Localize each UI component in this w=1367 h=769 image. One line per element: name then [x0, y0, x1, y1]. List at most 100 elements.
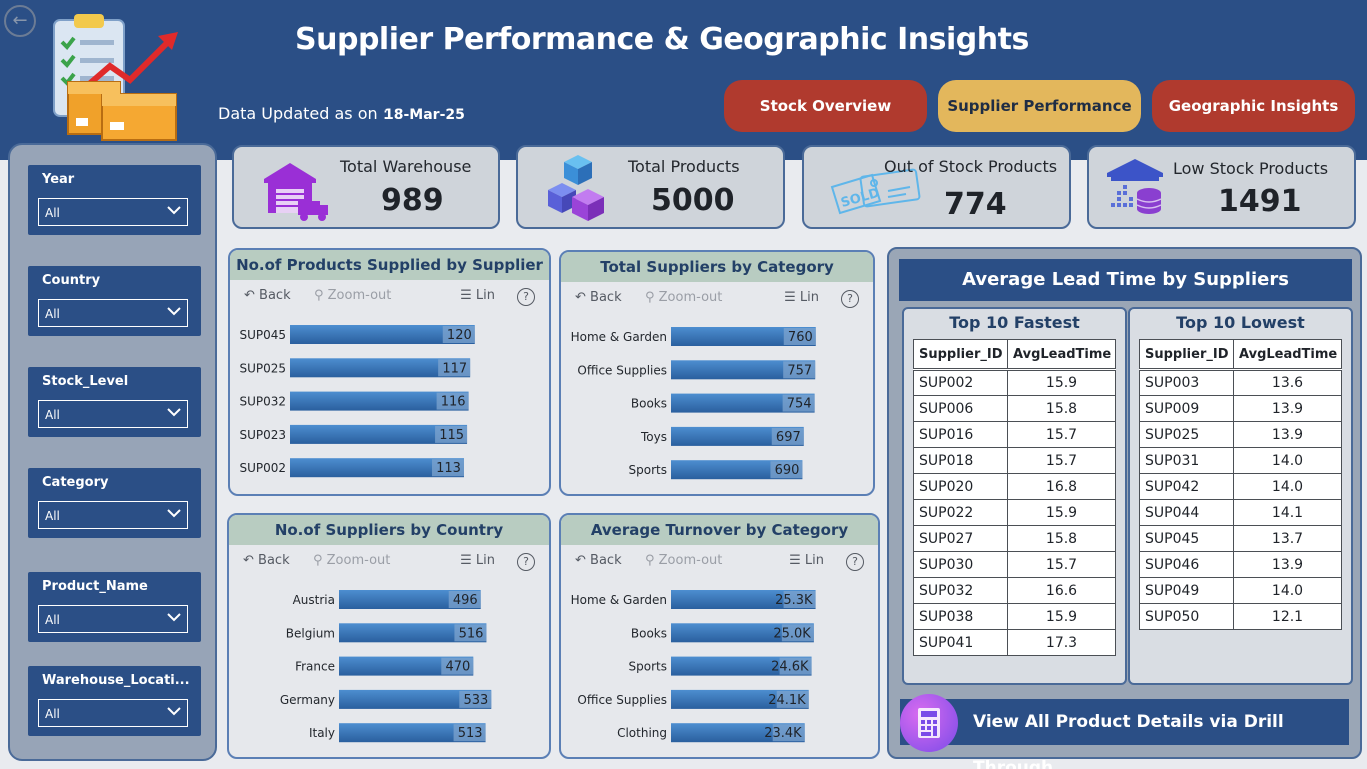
warehouse-location-dropdown[interactable]: All	[38, 699, 188, 727]
nav-supplier-performance-button[interactable]: Supplier Performance	[938, 80, 1141, 132]
bar[interactable]	[339, 590, 481, 609]
supplier-id-cell: SUP002	[913, 369, 1008, 396]
supplier-id-cell: SUP009	[1139, 395, 1234, 422]
table-row[interactable]: SUP022 15.9	[913, 499, 1116, 526]
zoom-out-label: Zoom-out	[327, 288, 392, 303]
bar[interactable]	[339, 689, 492, 709]
zoom-out-button[interactable]: ⚲ Zoom-out	[645, 553, 723, 568]
column-header[interactable]: AvgLeadTime	[1007, 339, 1116, 371]
bar[interactable]	[671, 460, 803, 480]
table-row[interactable]: SUP032 16.6	[913, 577, 1116, 604]
table-row[interactable]: SUP041 17.3	[913, 629, 1116, 656]
category-label: SUP002	[239, 461, 286, 475]
bar[interactable]	[671, 723, 805, 743]
year-dropdown[interactable]: All	[38, 198, 188, 226]
avg-lead-time-cell: 15.9	[1007, 499, 1116, 526]
table-row[interactable]: SUP025 13.9	[1139, 421, 1342, 448]
category-label: Office Supplies	[577, 363, 667, 377]
bar[interactable]	[671, 623, 814, 643]
table-row[interactable]: SUP042 14.0	[1139, 473, 1342, 500]
column-header[interactable]: AvgLeadTime	[1233, 339, 1342, 371]
slicer-category: Category All	[28, 468, 201, 538]
bar[interactable]	[671, 689, 809, 709]
chart-products-by-supplier: No.of Products Supplied by Supplier ↶ Ba…	[228, 248, 551, 496]
table-row[interactable]: SUP006 15.8	[913, 395, 1116, 422]
data-label: 24.1K	[768, 693, 806, 708]
bar[interactable]	[290, 424, 468, 444]
back-arrow-icon[interactable]: ←	[4, 5, 36, 37]
bar[interactable]	[290, 391, 469, 411]
data-label: 697	[776, 430, 801, 445]
zoom-out-button[interactable]: ⚲ Zoom-out	[645, 290, 723, 305]
drill-through-button[interactable]: View All Product Details via Drill Throu…	[900, 699, 1349, 769]
table-row[interactable]: SUP020 16.8	[913, 473, 1116, 500]
help-icon[interactable]: ?	[841, 290, 859, 308]
bar[interactable]	[671, 590, 816, 609]
table-row[interactable]: SUP003 13.6	[1139, 369, 1342, 396]
table-row[interactable]: SUP046 13.9	[1139, 551, 1342, 578]
help-icon[interactable]: ?	[517, 288, 535, 306]
data-label: 116	[441, 395, 466, 410]
table-row[interactable]: SUP038 15.9	[913, 603, 1116, 630]
data-label: 690	[775, 463, 800, 478]
table-row[interactable]: SUP016 15.7	[913, 421, 1116, 448]
table-row[interactable]: SUP027 15.8	[913, 525, 1116, 552]
page-title: Supplier Performance & Geographic Insigh…	[295, 22, 1029, 57]
boxes-icon	[548, 155, 604, 221]
table-row[interactable]: SUP018 15.7	[913, 447, 1116, 474]
bar[interactable]	[290, 458, 464, 478]
table-row[interactable]: SUP031 14.0	[1139, 447, 1342, 474]
supplier-id-cell: SUP041	[913, 629, 1008, 656]
table-row[interactable]: SUP009 13.9	[1139, 395, 1342, 422]
category-dropdown[interactable]: All	[38, 501, 188, 529]
chart-title: Average Turnover by Category	[561, 515, 878, 545]
column-header[interactable]: Supplier_ID	[1139, 339, 1234, 371]
stock-level-dropdown[interactable]: All	[38, 400, 188, 428]
category-label: Sports	[629, 463, 667, 477]
bar[interactable]	[290, 325, 475, 344]
bar[interactable]	[290, 358, 471, 378]
zoom-out-button[interactable]: ⚲ Zoom-out	[314, 288, 392, 303]
chart-toolbar: ↶ Back ⚲ Zoom-out ☰ Lin ?	[573, 290, 861, 312]
bar[interactable]	[339, 623, 487, 643]
bar[interactable]	[671, 360, 816, 380]
nav-geographic-insights-button[interactable]: Geographic Insights	[1152, 80, 1355, 132]
bar[interactable]	[671, 327, 816, 346]
zoom-out-button[interactable]: ⚲ Zoom-out	[313, 553, 391, 568]
linear-scale-button[interactable]: ☰ Lin	[460, 288, 495, 303]
column-header[interactable]: Supplier_ID	[913, 339, 1008, 371]
product-name-dropdown[interactable]: All	[38, 605, 188, 633]
table-row[interactable]: SUP030 15.7	[913, 551, 1116, 578]
back-button[interactable]: ↶ Back	[575, 553, 622, 568]
back-button[interactable]: ↶ Back	[243, 553, 290, 568]
chart-title: No.of Suppliers by Country	[229, 515, 549, 545]
low-stock-icon	[1107, 159, 1163, 214]
table-row[interactable]: SUP049 14.0	[1139, 577, 1342, 604]
kpi-label: Out of Stock Products	[884, 157, 1058, 176]
category-label: Home & Garden	[571, 593, 667, 607]
country-dropdown[interactable]: All	[38, 299, 188, 327]
back-button[interactable]: ↶ Back	[575, 290, 622, 305]
table-row[interactable]: SUP044 14.1	[1139, 499, 1342, 526]
help-icon[interactable]: ?	[846, 553, 864, 571]
bar[interactable]	[671, 426, 804, 446]
bar[interactable]	[671, 656, 812, 676]
table-row[interactable]: SUP050 12.1	[1139, 603, 1342, 630]
fastest-table-title: Top 10 Fastest	[949, 313, 1080, 332]
bar[interactable]	[671, 393, 815, 413]
linear-scale-button[interactable]: ☰ Lin	[789, 553, 824, 568]
linear-scale-button[interactable]: ☰ Lin	[784, 290, 819, 305]
linear-scale-button[interactable]: ☰ Lin	[460, 553, 495, 568]
help-icon[interactable]: ?	[517, 553, 535, 571]
avg-lead-time-cell: 15.9	[1007, 603, 1116, 630]
bar[interactable]	[339, 656, 474, 676]
table-row[interactable]: SUP002 15.9	[913, 369, 1116, 396]
bar[interactable]	[339, 723, 486, 743]
table-row[interactable]: SUP045 13.7	[1139, 525, 1342, 552]
slicer-product-name: Product_Name All	[28, 572, 201, 642]
data-label: 754	[787, 397, 812, 412]
chevron-down-icon	[167, 509, 181, 518]
back-button[interactable]: ↶ Back	[244, 288, 291, 303]
nav-stock-overview-button[interactable]: Stock Overview	[724, 80, 927, 132]
slicer-year: Year All	[28, 165, 201, 235]
